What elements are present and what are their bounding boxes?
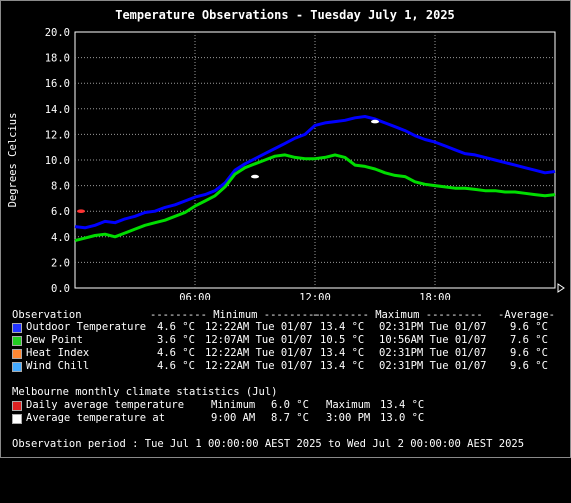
legend-row-label: Outdoor Temperature bbox=[26, 321, 147, 333]
climate-daily-row: Daily average temperature Minimum 6.0 °C… bbox=[12, 399, 424, 412]
climate-at-label: Average temperature at bbox=[26, 412, 166, 424]
climate-daily-min-label: Minimum bbox=[211, 399, 256, 411]
legend-row-max-value: 13.4 °C bbox=[320, 321, 365, 333]
legend-row-max-time: 02:31PM Tue 01/07 bbox=[379, 347, 487, 359]
legend-row-max-time: 10:56AM Tue 01/07 bbox=[379, 334, 487, 346]
x-tick-label: 12:00 bbox=[299, 292, 331, 300]
marker-group bbox=[77, 119, 379, 213]
legend-row-average: 9.6 °C bbox=[510, 347, 548, 359]
legend-row-label: Wind Chill bbox=[26, 360, 90, 372]
y-tick-label: 20.0 bbox=[45, 27, 70, 39]
legend-row-max-time: 02:31PM Tue 01/07 bbox=[379, 321, 487, 333]
chart-title: Temperature Observations - Tuesday July … bbox=[115, 8, 455, 22]
dew-point-line bbox=[74, 153, 556, 243]
legend-header-average: -Average- bbox=[498, 309, 555, 321]
y-tick-label: 4.0 bbox=[51, 232, 70, 244]
climate-marker bbox=[77, 209, 85, 213]
x-tick-label: 06:00 bbox=[179, 292, 211, 300]
climate-marker bbox=[251, 174, 259, 179]
climate-daily-label: Daily average temperature bbox=[26, 399, 185, 411]
legend-header-minimum: --------- Minimum --------- bbox=[150, 309, 321, 321]
x-tick-labels: 06:00 12:00 18:00 bbox=[179, 292, 451, 300]
dew-point-swatch bbox=[12, 336, 22, 346]
y-axis-label: Degrees Celcius bbox=[7, 113, 19, 208]
y-tick-label: 16.0 bbox=[45, 78, 70, 90]
climate-at-row: Average temperature at 9:00 AM 8.7 °C 3:… bbox=[12, 412, 424, 425]
legend-row-wind-chill: Wind Chill 4.6 °C 12:22AM Tue 01/07 13.4… bbox=[12, 360, 548, 373]
legend-row-average: 9.6 °C bbox=[510, 321, 548, 333]
legend-header: Observation --------- Minimum --------- … bbox=[12, 309, 555, 322]
climate-at-time-2: 3:00 PM bbox=[326, 412, 371, 424]
legend-row-max-time: 02:31PM Tue 01/07 bbox=[379, 360, 487, 372]
climate-at-value-1: 8.7 °C bbox=[271, 412, 309, 424]
legend-row-heat-index: Heat Index 4.6 °C 12:22AM Tue 01/07 13.4… bbox=[12, 347, 548, 360]
y-tick-label: 6.0 bbox=[51, 206, 70, 218]
legend-row-average: 9.6 °C bbox=[510, 360, 548, 372]
legend-header-maximum: --------- Maximum --------- bbox=[312, 309, 483, 321]
legend-row-min-time: 12:22AM Tue 01/07 bbox=[205, 347, 313, 359]
legend-row-min-value: 3.6 °C bbox=[157, 334, 195, 346]
legend-row-max-value: 10.5 °C bbox=[320, 334, 365, 346]
climate-heading-row: Melbourne monthly climate statistics (Ju… bbox=[12, 386, 278, 399]
outdoor-temperature-swatch bbox=[12, 323, 22, 333]
y-tick-label: 0.0 bbox=[51, 283, 70, 295]
daily-average-swatch bbox=[12, 401, 22, 411]
y-tick-label: 8.0 bbox=[51, 181, 70, 193]
y-tick-label: 2.0 bbox=[51, 257, 70, 269]
period-row: Observation period : Tue Jul 1 00:00:00 … bbox=[12, 438, 524, 451]
legend-row-label: Dew Point bbox=[26, 334, 83, 346]
legend-header-observation: Observation bbox=[12, 309, 82, 321]
legend-row-max-value: 13.4 °C bbox=[320, 360, 365, 372]
legend-row-max-value: 13.4 °C bbox=[320, 347, 365, 359]
average-at-swatch bbox=[12, 414, 22, 424]
legend-row-min-time: 12:07AM Tue 01/07 bbox=[205, 334, 313, 346]
heat-index-swatch bbox=[12, 349, 22, 359]
climate-at-value-2: 13.0 °C bbox=[380, 412, 425, 424]
x-tick-label: 18:00 bbox=[419, 292, 451, 300]
climate-daily-min-value: 6.0 °C bbox=[271, 399, 309, 411]
x-axis-arrow-icon bbox=[557, 283, 565, 293]
y-tick-label: 18.0 bbox=[45, 53, 70, 65]
legend-row-outdoor-temperature: Outdoor Temperature 4.6 °C 12:22AM Tue 0… bbox=[12, 321, 548, 334]
y-tick-label: 10.0 bbox=[45, 155, 70, 167]
y-tick-label: 12.0 bbox=[45, 129, 70, 141]
legend-row-min-time: 12:22AM Tue 01/07 bbox=[205, 321, 313, 333]
series-group bbox=[74, 115, 556, 243]
legend-row-average: 7.6 °C bbox=[510, 334, 548, 346]
climate-daily-max-label: Maximum bbox=[326, 399, 371, 411]
wind-chill-swatch bbox=[12, 362, 22, 372]
climate-heading: Melbourne monthly climate statistics (Ju… bbox=[12, 386, 278, 398]
outdoor-temperature-line bbox=[74, 115, 556, 230]
legend-row-label: Heat Index bbox=[26, 347, 90, 359]
climate-marker bbox=[371, 119, 379, 124]
climate-daily-max-value: 13.4 °C bbox=[380, 399, 425, 411]
legend-row-min-value: 4.6 °C bbox=[157, 347, 195, 359]
y-tick-label: 14.0 bbox=[45, 104, 70, 116]
climate-at-time-1: 9:00 AM bbox=[211, 412, 256, 424]
y-tick-labels: 0.0 2.0 4.0 6.0 8.0 10.0 12.0 14.0 16.0 18.0 20.0 bbox=[45, 27, 70, 295]
legend-row-dew-point: Dew Point 3.6 °C 12:07AM Tue 01/07 10.5 … bbox=[12, 334, 548, 347]
legend-row-min-time: 12:22AM Tue 01/07 bbox=[205, 360, 313, 372]
observation-period: Observation period : Tue Jul 1 00:00:00 … bbox=[12, 438, 525, 450]
legend-row-min-value: 4.6 °C bbox=[157, 360, 195, 372]
legend-row-min-value: 4.6 °C bbox=[157, 321, 195, 333]
chart-svg: Temperature Observations - Tuesday July … bbox=[7, 8, 565, 300]
